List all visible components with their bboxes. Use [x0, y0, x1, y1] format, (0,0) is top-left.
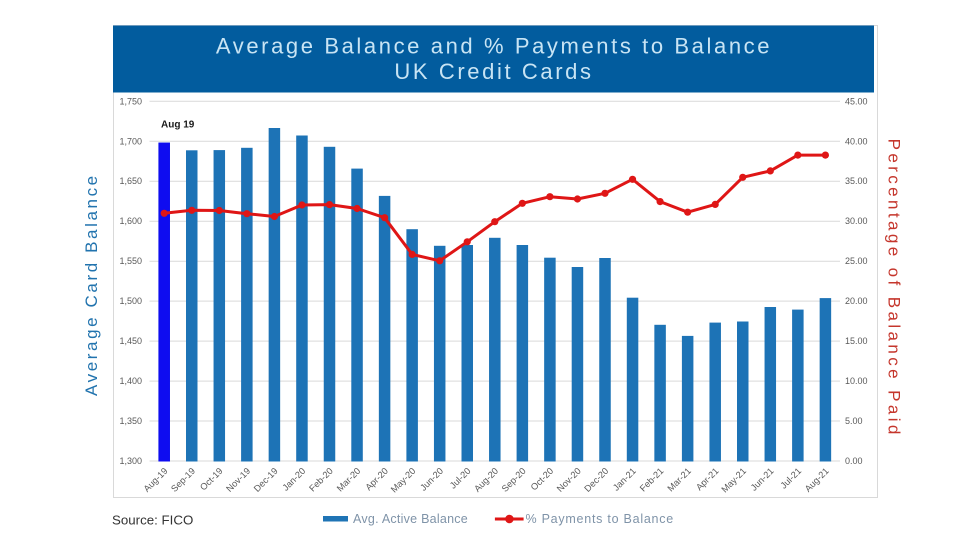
svg-text:40.00: 40.00	[845, 136, 868, 146]
svg-text:Source: FICO: Source: FICO	[112, 513, 193, 528]
svg-text:1,350: 1,350	[119, 416, 142, 426]
svg-text:% Payments to Balance: % Payments to Balance	[526, 512, 674, 526]
svg-text:20.00: 20.00	[845, 296, 868, 306]
svg-text:1,550: 1,550	[119, 256, 142, 266]
svg-text:1,650: 1,650	[119, 176, 142, 186]
svg-text:15.00: 15.00	[845, 336, 868, 346]
svg-text:Percentage of Balance Paid: Percentage of Balance Paid	[885, 139, 904, 438]
svg-text:35.00: 35.00	[845, 176, 868, 186]
svg-text:1,300: 1,300	[119, 456, 142, 466]
svg-text:1,750: 1,750	[119, 96, 142, 106]
svg-text:1,500: 1,500	[119, 296, 142, 306]
svg-text:1,400: 1,400	[119, 376, 142, 386]
svg-text:1,450: 1,450	[119, 336, 142, 346]
svg-text:45.00: 45.00	[845, 96, 868, 106]
svg-text:5.00: 5.00	[845, 416, 863, 426]
svg-text:10.00: 10.00	[845, 376, 868, 386]
svg-text:Average Balance and % Payments: Average Balance and % Payments to Balanc…	[216, 33, 772, 58]
svg-text:0.00: 0.00	[845, 456, 863, 466]
svg-text:1,600: 1,600	[119, 216, 142, 226]
svg-text:Average Card Balance: Average Card Balance	[82, 173, 101, 396]
svg-text:Aug 19: Aug 19	[161, 120, 195, 131]
svg-text:30.00: 30.00	[845, 216, 868, 226]
svg-text:1,700: 1,700	[119, 136, 142, 146]
svg-text:25.00: 25.00	[845, 256, 868, 266]
svg-text:Avg. Active Balance: Avg. Active Balance	[353, 512, 468, 526]
svg-text:UK Credit Cards: UK Credit Cards	[394, 59, 593, 84]
